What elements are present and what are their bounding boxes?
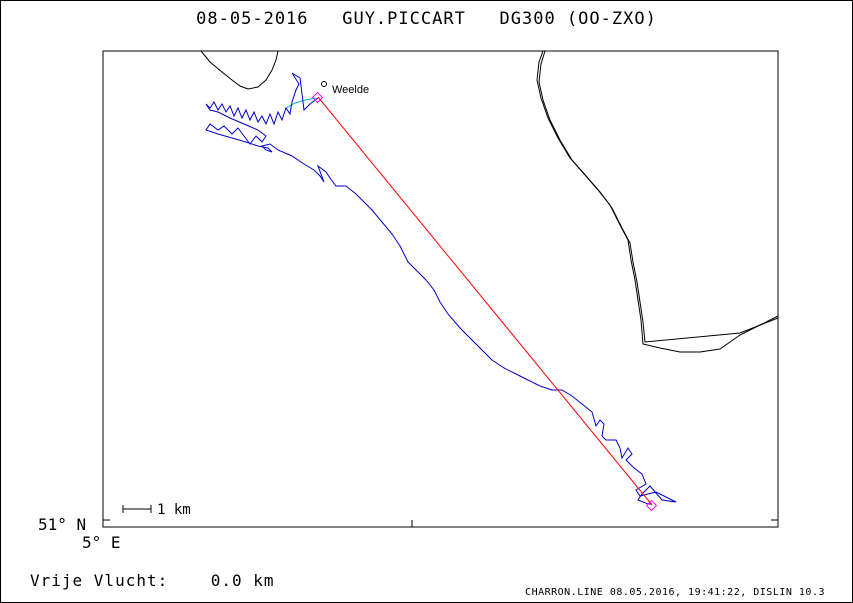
map-border: [102, 50, 779, 528]
task-line: [317, 96, 653, 506]
free-flight-stat: Vrije Vlucht: 0.0 km: [30, 571, 275, 590]
border-line-east: [536, 50, 779, 353]
place-marker-icon: [321, 81, 327, 87]
footer-info: CHARRON.LINE 08.05.2016, 19:41:22, DISLI…: [525, 587, 825, 598]
finish-marker: [645, 499, 658, 512]
border-line-east-double: [538, 50, 779, 343]
flight-track: [205, 72, 677, 505]
latitude-label: 51° N: [38, 515, 87, 534]
start-track: [285, 97, 317, 109]
scale-label: 1 km: [157, 502, 191, 518]
page-title: 08-05-2016 GUY.PICCART DG300 (OO-ZXO): [196, 9, 657, 29]
stat-label: Vrije Vlucht:: [30, 571, 169, 590]
border-line-topleft: [200, 50, 279, 90]
place-label: Weelde: [332, 84, 369, 96]
stat-value: 0.0 km: [210, 571, 275, 590]
start-marker: [311, 91, 324, 104]
longitude-label: 5° E: [82, 533, 121, 552]
